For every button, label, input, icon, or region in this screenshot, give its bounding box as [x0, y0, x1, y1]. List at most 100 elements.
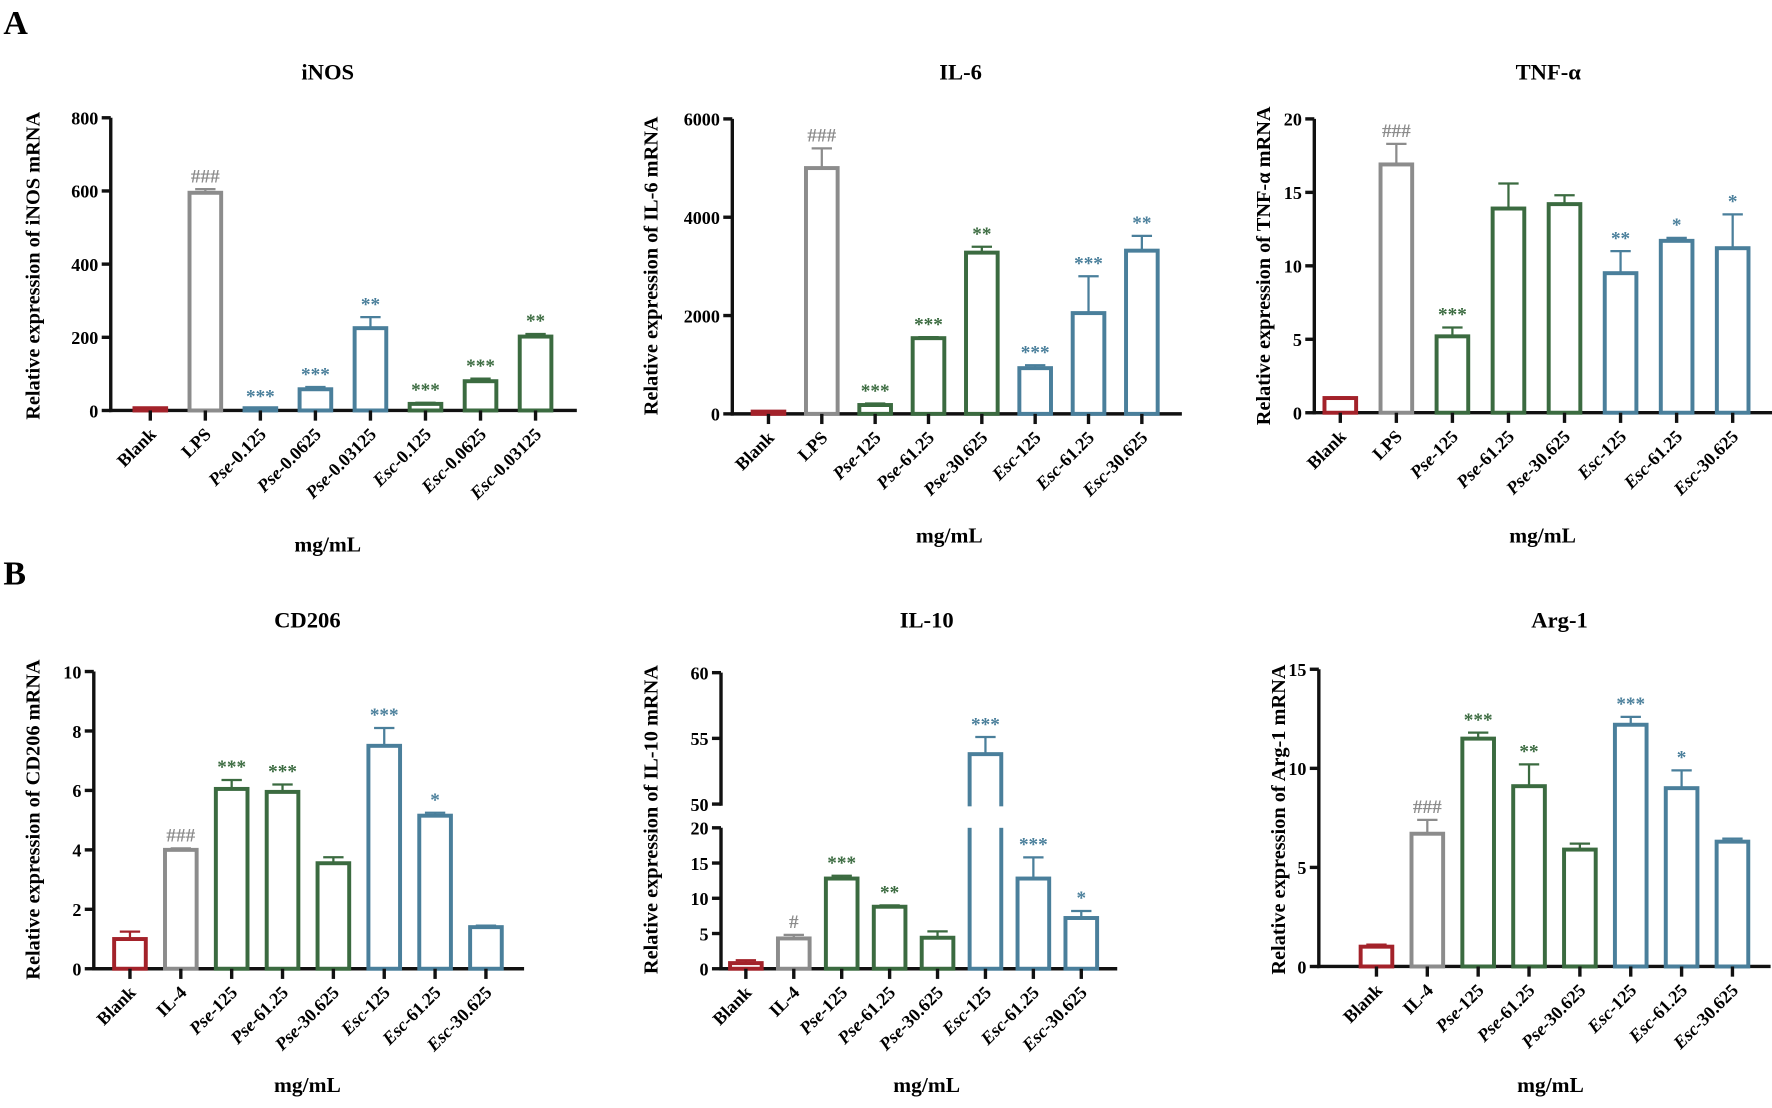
- x-tick-label-dose: -30.625: [442, 982, 496, 1036]
- significance-label: ###: [1382, 121, 1411, 142]
- chart-cd206: 0 2 4 6 8 10 CD206 Relative expression of CD206…: [23, 607, 525, 1097]
- chart-inos: 0 200 400 600 800 iNOS Relative expression of …: [23, 59, 577, 557]
- significance-label: ***: [301, 364, 330, 385]
- y-axis-label: Relative expression of Arg-1 mRNA: [1268, 664, 1290, 974]
- x-axis-label: mg/mL: [1517, 1073, 1584, 1097]
- x-tick-label-dose: -30.625: [1689, 426, 1743, 480]
- significance-label: ***: [217, 757, 246, 778]
- y-axis-label: Relative expression of IL-6 mRNA: [641, 116, 663, 415]
- panel-label-b: B: [3, 556, 26, 593]
- bar: [1612, 722, 1649, 969]
- y-tick-label: 2: [72, 900, 81, 920]
- x-axis-label: mg/mL: [294, 533, 361, 557]
- bar: [910, 336, 947, 416]
- x-tick-label-dose: -30.625: [1521, 426, 1575, 480]
- y-tick-label: 2000: [684, 306, 720, 326]
- bar: [775, 936, 812, 971]
- x-tick-label-dose: -61.25: [1639, 426, 1686, 473]
- x-tick-label: LPS: [1368, 426, 1406, 464]
- significance-label: ***: [971, 714, 1000, 735]
- bar: [264, 789, 301, 971]
- y-tick-label: 10: [1284, 257, 1302, 277]
- bar: [1562, 847, 1598, 969]
- x-tick-label-dose: -61.25: [1051, 427, 1098, 474]
- significance-label: ###: [807, 126, 836, 147]
- significance-label: #: [789, 912, 799, 933]
- significance-label: ***: [1438, 305, 1467, 326]
- x-tick-label-dose: -61.25: [891, 427, 938, 474]
- x-tick-label: Blank: [113, 423, 160, 470]
- y-tick-label: 5: [700, 924, 709, 944]
- y-tick-label: 0: [72, 960, 81, 980]
- bar: [366, 743, 403, 971]
- x-tick-label-dose: -61.25: [398, 982, 445, 1029]
- y-tick-label: 4: [72, 841, 81, 861]
- x-tick-label: LPS: [177, 424, 215, 462]
- significance-label: **: [1611, 228, 1630, 249]
- significance-label: **: [972, 224, 991, 245]
- significance-label: *: [1677, 748, 1687, 769]
- y-tick-label: 20: [1284, 110, 1302, 130]
- significance-label: **: [1132, 213, 1151, 234]
- x-tick-label: Esc-125: [1573, 426, 1630, 483]
- bar: [1124, 248, 1160, 416]
- bar: [1358, 944, 1395, 969]
- bar: [112, 937, 148, 971]
- bar: [132, 406, 169, 413]
- y-tick-label: 0: [89, 401, 98, 421]
- significance-label: ***: [268, 762, 297, 783]
- bar: [407, 401, 444, 413]
- x-axis-label: mg/mL: [916, 524, 983, 548]
- y-axis-label: Relative expression of TNF-α mRNA: [1253, 106, 1275, 425]
- bar: [1063, 916, 1100, 971]
- x-tick-label-dose: -30.625: [938, 427, 992, 481]
- bar: [1714, 839, 1751, 969]
- y-tick-label: 15: [1288, 660, 1306, 680]
- significance-label: **: [526, 311, 545, 332]
- bar: [462, 379, 499, 413]
- y-tick-label: 0: [711, 405, 720, 425]
- significance-label: *: [430, 790, 440, 811]
- significance-label: ***: [1019, 835, 1048, 856]
- x-tick-label-dose: -0.125: [388, 424, 435, 471]
- y-tick-label: 6: [72, 781, 81, 801]
- bar: [919, 935, 956, 971]
- bar: [1663, 786, 1700, 969]
- y-tick-label: 15: [690, 854, 708, 874]
- x-tick-label-dose: -61.25: [1491, 980, 1538, 1027]
- x-tick-label-dose: -61.25: [245, 982, 292, 1029]
- bar: [1490, 206, 1527, 415]
- x-axis-label: mg/mL: [1509, 524, 1576, 548]
- x-tick-label-dose: -30.625: [1098, 427, 1152, 481]
- significance-label: ***: [466, 356, 495, 377]
- x-tick-label: Blank: [731, 427, 778, 474]
- significance-label: ***: [370, 705, 399, 726]
- chart-title: IL-6: [939, 59, 982, 84]
- bar: [352, 326, 389, 413]
- chart-arg-1: 0 5 10 15 Arg-1 Relative expression of Arg-1 …: [1268, 607, 1771, 1097]
- bar: [728, 961, 764, 971]
- bar: [1322, 396, 1359, 415]
- bar: [242, 406, 279, 413]
- significance-label: **: [361, 294, 380, 315]
- significance-label: ***: [861, 381, 890, 402]
- bar: [297, 387, 334, 413]
- x-tick-label: LPS: [794, 427, 832, 465]
- x-tick-label: Blank: [1339, 979, 1386, 1026]
- bar: [1409, 831, 1446, 969]
- x-tick-label-dose: -30.625: [1688, 980, 1742, 1034]
- bar: [417, 813, 453, 971]
- bar: [1070, 311, 1107, 416]
- chart-il-6: 0 2000 4000 6000 IL-6 Relative expression of …: [641, 59, 1182, 548]
- chart-title: iNOS: [301, 59, 354, 84]
- chart-title: TNF-α: [1516, 59, 1582, 84]
- bar: [1658, 238, 1695, 415]
- significance-label: ***: [246, 387, 275, 408]
- y-tick-label: 400: [71, 255, 98, 275]
- bar: [1015, 876, 1052, 971]
- x-tick-label: Blank: [93, 982, 140, 1029]
- x-tick-label: Pse-125: [1405, 426, 1462, 483]
- x-tick-label-dose: -61.25: [1471, 426, 1518, 473]
- bar: [804, 166, 840, 416]
